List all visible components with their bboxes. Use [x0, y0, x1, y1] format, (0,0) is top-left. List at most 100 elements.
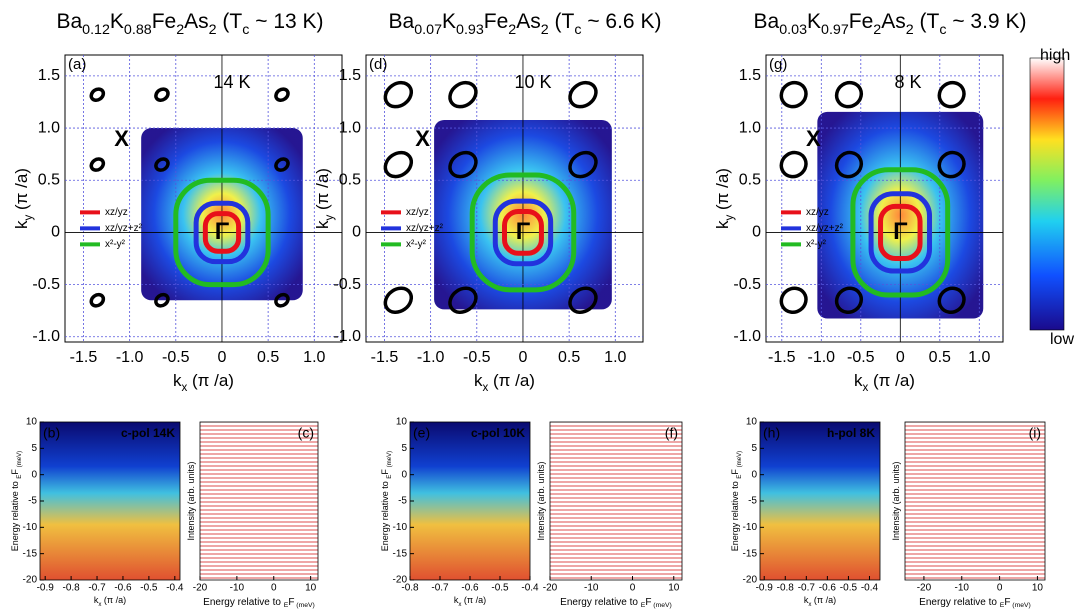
- panel-title: Ba0.07K0.93Fe2As2 (Tc ~ 6.6 K): [389, 10, 662, 38]
- legend-label: xz/yz+z²: [806, 223, 844, 234]
- x-tick-label: -0.7: [798, 583, 816, 594]
- y-axis-label-part: Energy relative to: [10, 479, 20, 552]
- x-tick-label: -1.5: [371, 349, 399, 366]
- x-tick-label: -0.5: [847, 349, 875, 366]
- x-tick-label: -0.6: [819, 583, 837, 594]
- fermi-surface: [878, 203, 923, 262]
- edc-curves: [549, 421, 683, 581]
- x-axis-label-part: F: [1004, 597, 1010, 608]
- y-axis-label-part: (meV): [16, 451, 23, 469]
- x-axis-label-part: E: [1000, 602, 1005, 609]
- x-axis-label-part: x: [808, 601, 811, 608]
- electron-pocket: [89, 157, 106, 172]
- x-tick-label: 0.5: [558, 349, 580, 366]
- y-axis-label: Intensity (arb. units): [891, 461, 901, 540]
- panel-title-part: ~ 6.6 K): [581, 10, 661, 33]
- x-axis-label-part: (π /a): [461, 595, 486, 605]
- x-axis-label: kx (π /a): [804, 595, 836, 608]
- x-axis-label-part: k: [173, 371, 182, 390]
- y-axis-label-part: (π /a): [313, 168, 332, 215]
- electron-pocket: [834, 286, 864, 315]
- x-axis-label: Energy relative to EF (meV): [919, 597, 1031, 610]
- colorbar: [1029, 57, 1065, 331]
- symmetry-label: Γ: [516, 218, 531, 245]
- panel-title-part: K: [442, 10, 456, 33]
- x-axis-label-part: k: [854, 371, 863, 390]
- electron-pocket: [937, 150, 966, 179]
- x-tick-label: -10: [584, 583, 599, 594]
- x-tick-label: -0.4: [861, 583, 879, 594]
- y-tick-label: 5: [401, 443, 407, 454]
- y-tick-label: -0.5: [333, 276, 361, 293]
- y-tick-label: 1.0: [38, 119, 60, 136]
- panel-title: Ba0.03K0.97Fe2As2 (Tc ~ 3.9 K): [754, 10, 1027, 38]
- temperature-label: 8 K: [895, 72, 922, 92]
- panel-title-part: As: [881, 10, 906, 33]
- panel-title-part: c: [939, 22, 946, 38]
- x-axis-label-part: (π /a): [101, 595, 126, 605]
- electron-pocket: [448, 80, 478, 109]
- x-axis-label-part: k: [474, 371, 483, 390]
- x-tick-label: 0: [271, 583, 277, 594]
- electron-pocket: [89, 292, 106, 308]
- x-axis-label: kx (π /a): [173, 371, 234, 394]
- x-tick-label: -0.5: [491, 583, 509, 594]
- x-tick-label: -0.5: [140, 583, 158, 594]
- panel-title-part: As: [184, 10, 209, 33]
- electron-pocket: [448, 286, 478, 314]
- x-tick-label: -0.5: [162, 349, 190, 366]
- y-tick-label: 10: [26, 417, 38, 428]
- y-tick-label: -15: [393, 548, 408, 559]
- x-tick-label: 10: [1032, 583, 1044, 594]
- x-tick-label: -0.6: [114, 583, 132, 594]
- symmetry-label: X: [806, 126, 821, 151]
- y-tick-label: -1.0: [333, 328, 361, 345]
- plot-frame: [765, 54, 1004, 343]
- panel-title-part: 2: [906, 22, 914, 38]
- panel-title-part: 2: [873, 22, 881, 38]
- y-tick-label: -5: [28, 496, 37, 507]
- y-axis-label: Energy relative to EF (meV): [10, 451, 23, 551]
- y-tick-label: 0: [352, 224, 361, 241]
- panel-title-part: ~ 3.9 K): [946, 10, 1026, 33]
- y-tick-label: 0: [751, 469, 757, 480]
- y-axis-label-part: (meV): [386, 451, 393, 469]
- electron-pocket: [779, 80, 808, 109]
- panel-title: Ba0.12K0.88Fe2As2 (Tc ~ 13 K): [56, 10, 323, 38]
- legend-label: x²-y²: [806, 239, 827, 250]
- fermi-surface: [173, 177, 271, 288]
- y-axis-label-part: F: [380, 469, 390, 475]
- y-tick-label: -1.0: [733, 328, 761, 345]
- x-tick-label: 0: [519, 349, 528, 366]
- x-tick-label: 0: [997, 583, 1003, 594]
- panel-title-part: Fe: [484, 10, 509, 33]
- x-axis-label: kx (π /a): [854, 371, 915, 394]
- y-tick-label: -10: [23, 522, 38, 533]
- panel-label: (a): [68, 56, 86, 73]
- y-axis-label-part: k: [713, 220, 732, 229]
- panel-title-part: 2: [176, 22, 184, 38]
- y-tick-label: -10: [393, 522, 408, 533]
- x-tick-label: 0: [630, 583, 636, 594]
- y-axis-label-part: E: [386, 475, 393, 479]
- electron-pocket: [834, 80, 864, 109]
- x-tick-label: -20: [543, 583, 558, 594]
- panel-title-part: c: [574, 22, 581, 38]
- x-tick-label: -1.0: [417, 349, 445, 366]
- arpes-image: [759, 421, 881, 581]
- x-axis-label: kx (π /a): [474, 371, 535, 394]
- y-tick-label: 10: [746, 417, 758, 428]
- electron-pocket: [448, 150, 478, 179]
- y-tick-label: -0.5: [32, 276, 60, 293]
- x-tick-label: -0.8: [62, 583, 80, 594]
- electron-pocket: [568, 286, 598, 314]
- x-axis-label: Energy relative to EF (meV): [560, 597, 672, 610]
- x-tick-label: -0.7: [88, 583, 106, 594]
- y-tick-label: 0: [31, 469, 37, 480]
- electron-pocket: [937, 80, 966, 109]
- x-tick-label: -0.5: [463, 349, 491, 366]
- x-axis-label-part: (π /a): [187, 371, 234, 390]
- electron-pocket: [937, 286, 966, 315]
- y-axis-label-part: E: [16, 475, 23, 479]
